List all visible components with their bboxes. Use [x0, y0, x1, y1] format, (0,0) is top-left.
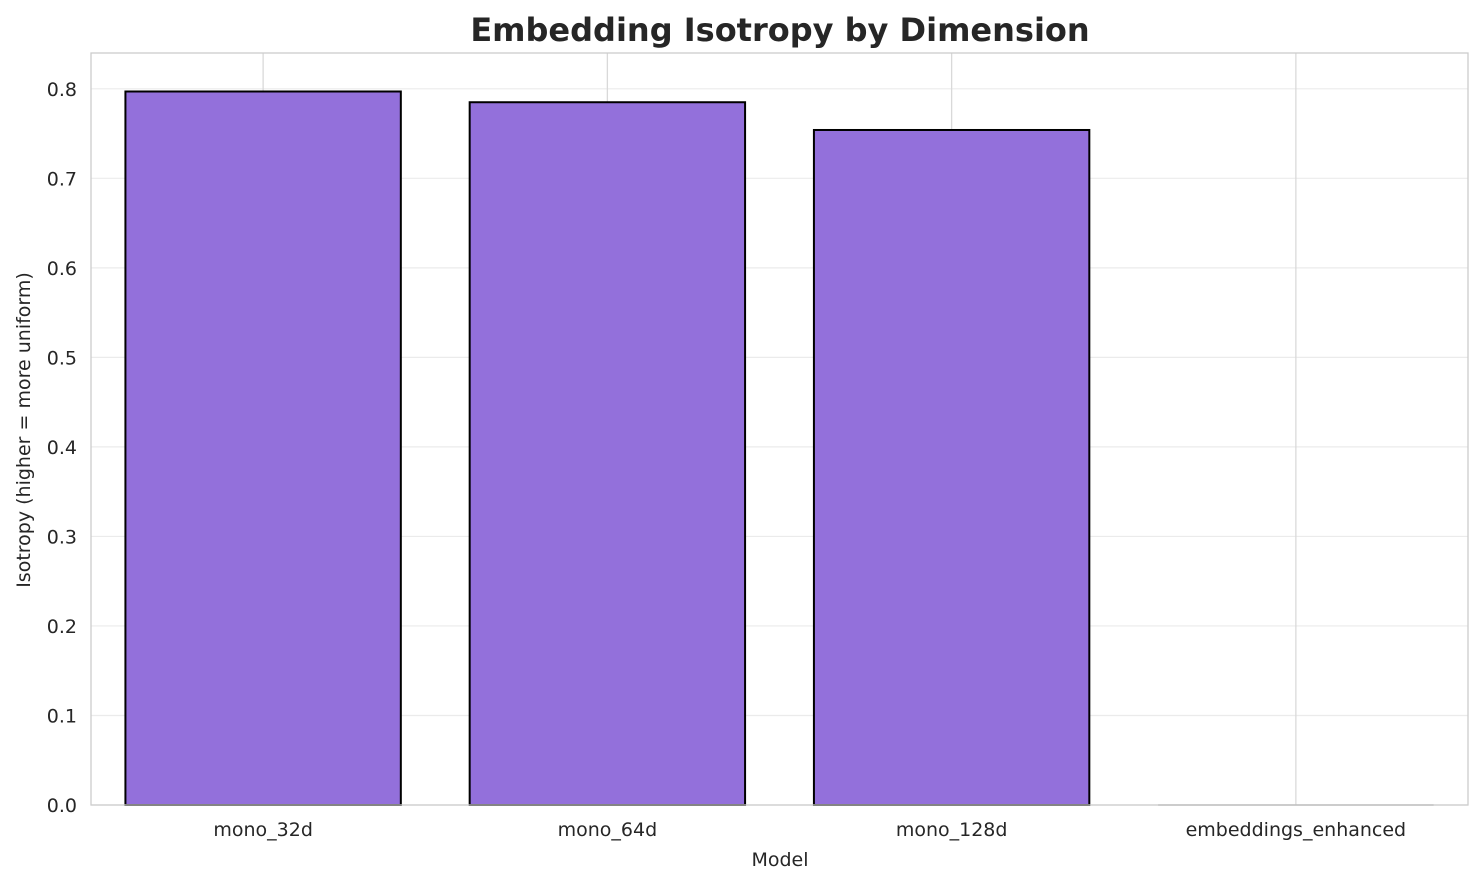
bar-mono_64d: [468, 101, 747, 806]
y-tick-label: 0.5: [47, 347, 77, 369]
bar-mono_128d: [812, 128, 1091, 806]
y-tick-label: 0.2: [47, 616, 77, 638]
x-tick-label: embeddings_enhanced: [1186, 819, 1407, 841]
x-tick-label: mono_128d: [896, 819, 1008, 841]
x-tick-labels: mono_32d mono_64d mono_128d embeddings_enha…: [213, 819, 1406, 841]
bar-mono_32d: [124, 90, 402, 806]
x-tick-label: mono_32d: [213, 819, 313, 841]
y-tick-label: 0.1: [47, 705, 77, 727]
bars: [124, 90, 1434, 806]
y-tick-label: 0.0: [47, 795, 77, 817]
y-tick-label: 0.3: [47, 526, 77, 548]
y-axis-label: Isotropy (higher = more uniform): [13, 272, 35, 588]
y-tick-label: 0.4: [47, 437, 77, 459]
x-axis-label: Model: [751, 849, 808, 871]
x-tick-label: mono_64d: [558, 819, 658, 841]
y-tick-label: 0.8: [47, 79, 77, 101]
chart-title: Embedding Isotropy by Dimension: [470, 11, 1089, 49]
plot-frame: [90, 52, 1469, 806]
y-tick-labels: 0.0 0.1 0.2 0.3 0.4 0.5 0.6 0.7 0.8: [47, 79, 77, 817]
y-tick-label: 0.6: [47, 258, 77, 280]
y-tick-label: 0.7: [47, 168, 77, 190]
